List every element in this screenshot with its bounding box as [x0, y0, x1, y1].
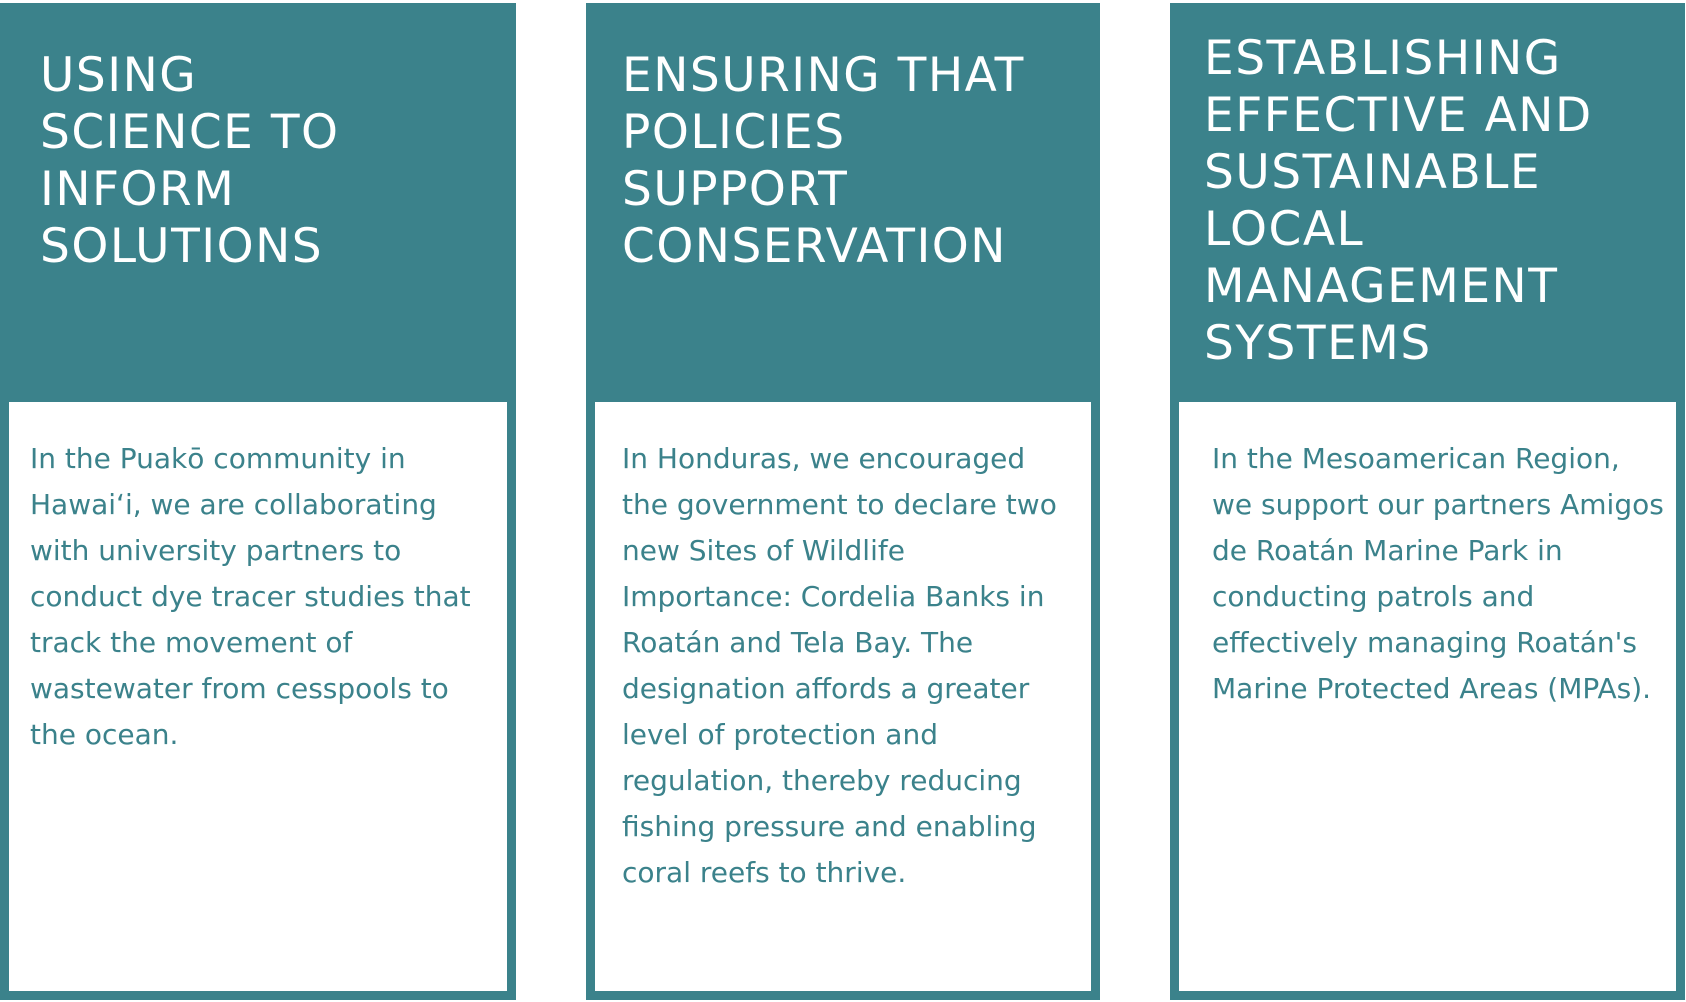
management-card-title: ESTABLISHING EFFECTIVE AND SUSTAINABLE L…	[1204, 31, 1593, 371]
science-card: USING SCIENCE TO INFORM SOLUTIONS In the…	[0, 3, 516, 1000]
science-card-body: In the Puakō community in Hawaiʻi, we ar…	[30, 442, 471, 751]
policy-card: ENSURING THAT POLICIES SUPPORT CONSERVAT…	[586, 3, 1100, 1000]
policy-card-header: ENSURING THAT POLICIES SUPPORT CONSERVAT…	[586, 3, 1100, 402]
science-card-header: USING SCIENCE TO INFORM SOLUTIONS	[0, 3, 516, 402]
management-card-header: ESTABLISHING EFFECTIVE AND SUSTAINABLE L…	[1170, 3, 1685, 402]
policy-card-body: In Honduras, we encouraged the governmen…	[622, 442, 1057, 889]
management-card: ESTABLISHING EFFECTIVE AND SUSTAINABLE L…	[1170, 3, 1685, 1000]
science-card-title: USING SCIENCE TO INFORM SOLUTIONS	[40, 48, 340, 274]
management-card-body: In the Mesoamerican Region, we support o…	[1212, 442, 1664, 705]
policy-card-title: ENSURING THAT POLICIES SUPPORT CONSERVAT…	[622, 48, 1025, 274]
